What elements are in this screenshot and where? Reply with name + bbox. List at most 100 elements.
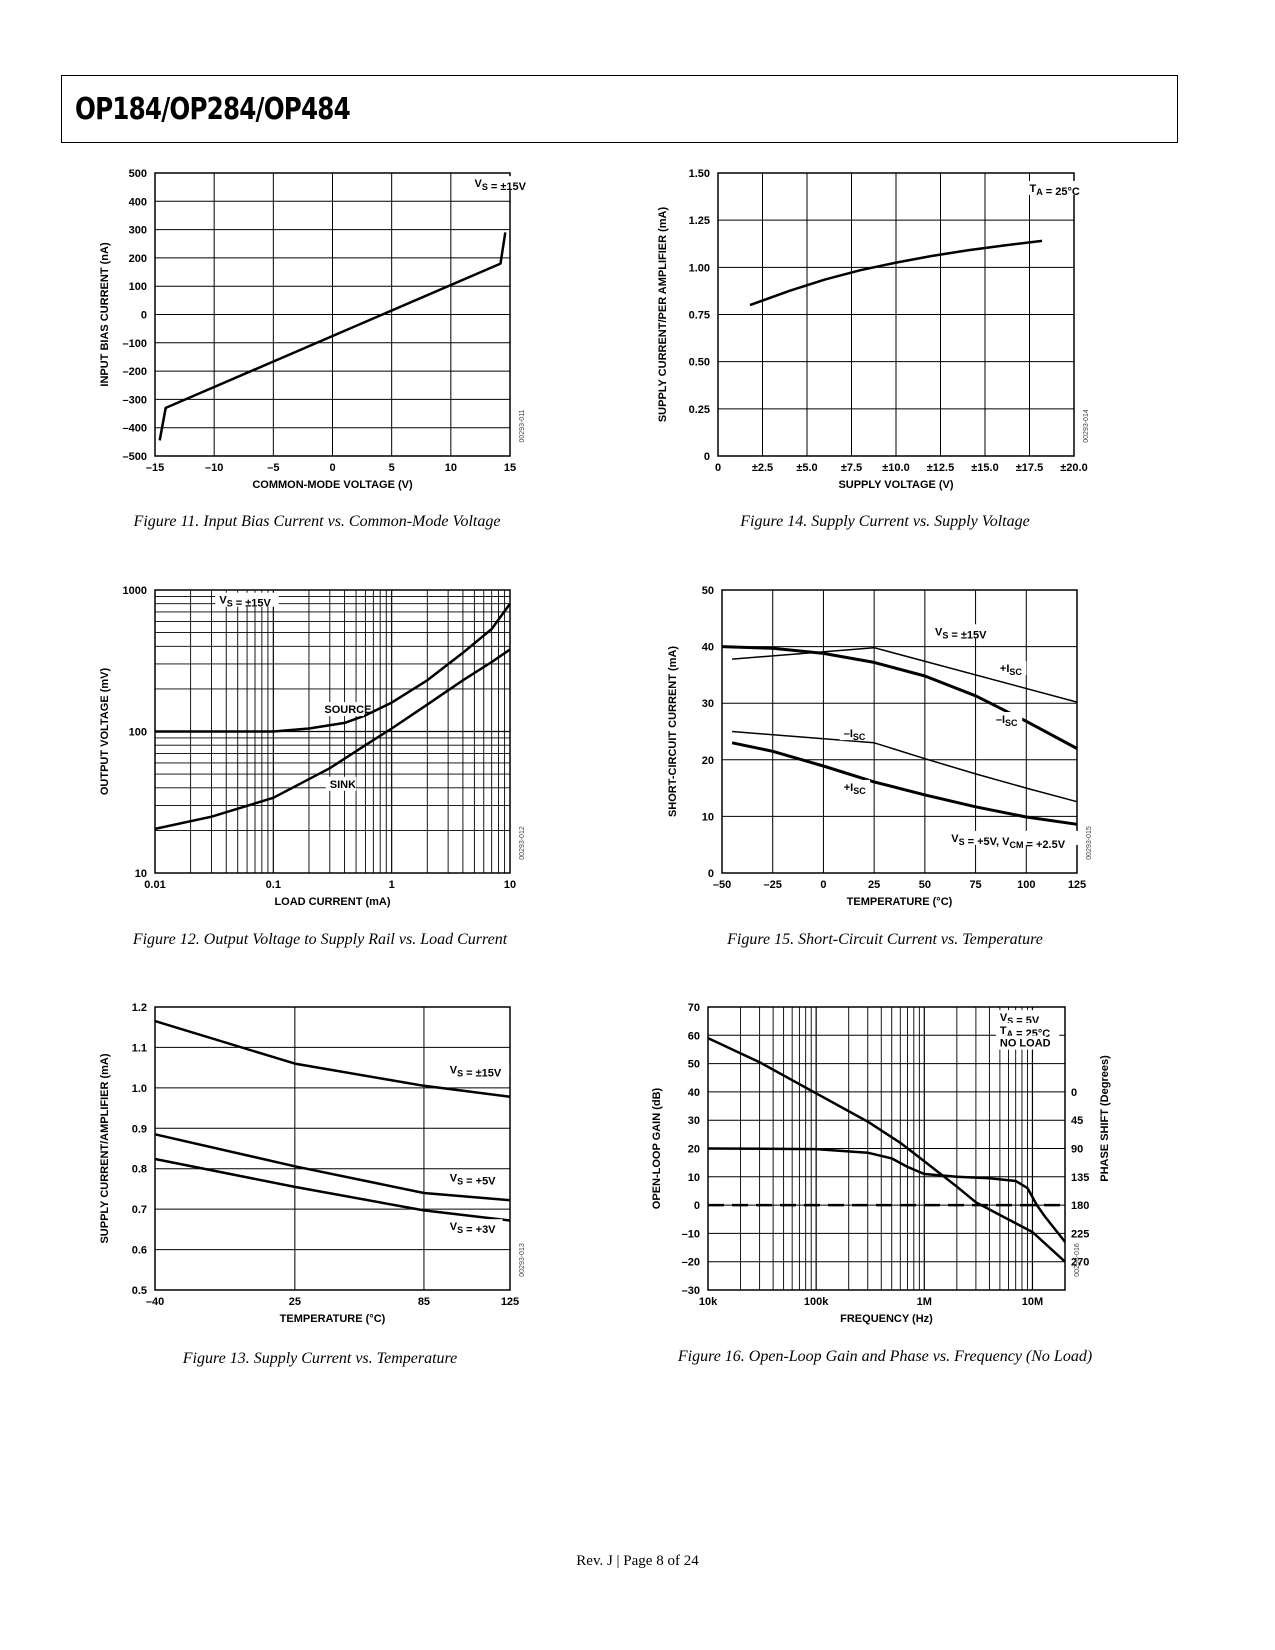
caption-fig12: Figure 12. Output Voltage to Supply Rail… xyxy=(132,931,508,948)
y-tick-label: 0.7 xyxy=(132,1204,147,1216)
series-line-1 xyxy=(154,648,511,831)
caption-fig14: Figure 14. Supply Current vs. Supply Vol… xyxy=(740,513,1030,530)
annotation-4: +ISC xyxy=(844,782,867,796)
x-tick-label: ±10.0 xyxy=(882,462,909,474)
plot-area: VS = ±15V SOURCE SINK 0.01 0.1 1 10 10 100 1000 LO… xyxy=(99,585,526,908)
x-tick-label: 0 xyxy=(329,462,335,474)
y-tick-label: –10 xyxy=(682,1228,700,1240)
y-tick-label: –200 xyxy=(123,366,147,378)
x-tick-label: 0 xyxy=(820,879,826,891)
x-tick-label: ±7.5 xyxy=(841,462,862,474)
x-tick-label: 1M xyxy=(917,1296,932,1308)
y2-tick-label: 45 xyxy=(1071,1115,1083,1127)
y-tick-label: 1000 xyxy=(123,585,147,597)
annotation-bg xyxy=(995,661,1027,676)
y-tick-label: 60 xyxy=(688,1030,700,1042)
series-line-1 xyxy=(154,1133,511,1202)
y-tick-label: 1.1 xyxy=(132,1042,147,1054)
y-tick-label: 0.5 xyxy=(132,1285,147,1297)
annotation-bg xyxy=(947,830,1090,845)
series-line-1 xyxy=(732,646,1078,703)
annotation-bg xyxy=(325,776,357,791)
caption-fig16: Figure 16. Open-Loop Gain and Phase vs. … xyxy=(677,1348,1093,1365)
x-tick-label: 5 xyxy=(389,462,395,474)
y-tick-label: 10 xyxy=(135,868,147,880)
x-tick-label: 0 xyxy=(715,462,721,474)
y-tick-label: 1.2 xyxy=(132,1002,147,1014)
y-tick-label: 0 xyxy=(704,451,710,463)
series-line-0 xyxy=(155,602,512,733)
series-line-2 xyxy=(732,730,1078,803)
x-tick-label: 100 xyxy=(1017,879,1035,891)
y-tick-label: 0 xyxy=(694,1200,700,1212)
y-axis-label: OPEN-LOOP GAIN (dB) xyxy=(651,1087,663,1209)
chart-svg-fig14: TA = 25°C 0 ±2.5 ±5.0 ±7.5 ±10.0 ±12.5 ±15.0 ±17… xyxy=(657,168,1090,491)
y-tick-label: 20 xyxy=(688,1144,700,1156)
page-footer: Rev. J | Page 8 of 24 xyxy=(576,1553,699,1569)
series-line-3 xyxy=(731,741,1078,826)
y-tick-label: 1.50 xyxy=(689,168,710,180)
y2-tick-label: 180 xyxy=(1071,1200,1089,1212)
plot-frame xyxy=(154,1006,511,1291)
x-tick-label: ±20.0 xyxy=(1060,462,1087,474)
x-axis-label: TEMPERATURE (°C) xyxy=(280,1313,386,1325)
annotation-bg xyxy=(931,624,995,639)
caption-fig15: Figure 15. Short-Circuit Current vs. Tem… xyxy=(727,931,1043,948)
x-tick-label: ±12.5 xyxy=(927,462,954,474)
figure-code: 00293-014 xyxy=(1083,409,1090,443)
x-tick-label: 10k xyxy=(699,1296,718,1308)
x-tick-label: –50 xyxy=(713,879,731,891)
figure-code: 00293-013 xyxy=(519,1243,526,1277)
x-tick-label: ±2.5 xyxy=(752,462,773,474)
y-tick-label: 40 xyxy=(688,1087,700,1099)
x-tick-label: 15 xyxy=(504,462,516,474)
y-tick-label: 30 xyxy=(688,1115,700,1127)
figure-code: 00293-016 xyxy=(1074,1243,1081,1277)
page-title: OP184/OP284/OP484 xyxy=(75,92,351,127)
x-tick-label: –15 xyxy=(146,462,164,474)
annotation-3: –ISC xyxy=(844,728,866,742)
plot-frame xyxy=(154,172,511,457)
y-tick-label: 0.25 xyxy=(689,404,710,416)
annotation-bg xyxy=(995,1010,1047,1025)
annotation-bg xyxy=(320,702,364,717)
x-tick-label: 10 xyxy=(445,462,457,474)
x-tick-label: ±5.0 xyxy=(796,462,817,474)
x-tick-label: ±15.0 xyxy=(971,462,998,474)
annotation-bg xyxy=(470,176,534,191)
annotation-bg xyxy=(445,1062,510,1077)
annotation-0: VS = ±15V xyxy=(935,626,987,641)
plot-frame xyxy=(717,172,1075,457)
x-tick-label: –25 xyxy=(764,879,782,891)
chart-svg-fig12: VS = ±15V SOURCE SINK 0.01 0.1 1 10 10 100 1000 LO… xyxy=(99,585,526,908)
x-axis-label: FREQUENCY (Hz) xyxy=(840,1313,933,1325)
caption-fig13: Figure 13. Supply Current vs. Temperatur… xyxy=(182,1350,458,1367)
annotation-bg xyxy=(839,779,871,794)
annotation-bg xyxy=(445,1170,503,1185)
x-tick-label: 25 xyxy=(289,1296,301,1308)
annotation-2: VS = +3V xyxy=(450,1221,496,1236)
y-tick-label: 500 xyxy=(129,168,147,180)
y-tick-label: 0 xyxy=(141,310,147,322)
y-tick-label: 40 xyxy=(702,642,714,654)
chart-svg-fig11: VS = ±15V –15 –10 –5 0 5 10 15 –500 –400 –300 –200 –… xyxy=(99,168,534,491)
annotation-bg xyxy=(995,1022,1060,1037)
x-tick-label: 25 xyxy=(868,879,880,891)
y-tick-label: –30 xyxy=(682,1285,700,1297)
x-axis-label: COMMON-MODE VOLTAGE (V) xyxy=(252,479,413,491)
y-tick-label: 70 xyxy=(688,1002,700,1014)
x-tick-label: 0.01 xyxy=(144,879,165,891)
plot-frame xyxy=(721,589,1078,874)
y-tick-label: –500 xyxy=(123,451,147,463)
series-line-2 xyxy=(154,1157,511,1222)
y2-tick-label: 270 xyxy=(1071,1257,1089,1269)
y-tick-label: 50 xyxy=(702,585,714,597)
y-tick-label: 0.75 xyxy=(689,310,710,322)
figure-code: 00293-011 xyxy=(519,409,526,442)
annotation-0: VS = ±15V xyxy=(450,1065,502,1080)
annotation-2: –ISC xyxy=(996,714,1018,728)
x-tick-label: ±17.5 xyxy=(1016,462,1043,474)
